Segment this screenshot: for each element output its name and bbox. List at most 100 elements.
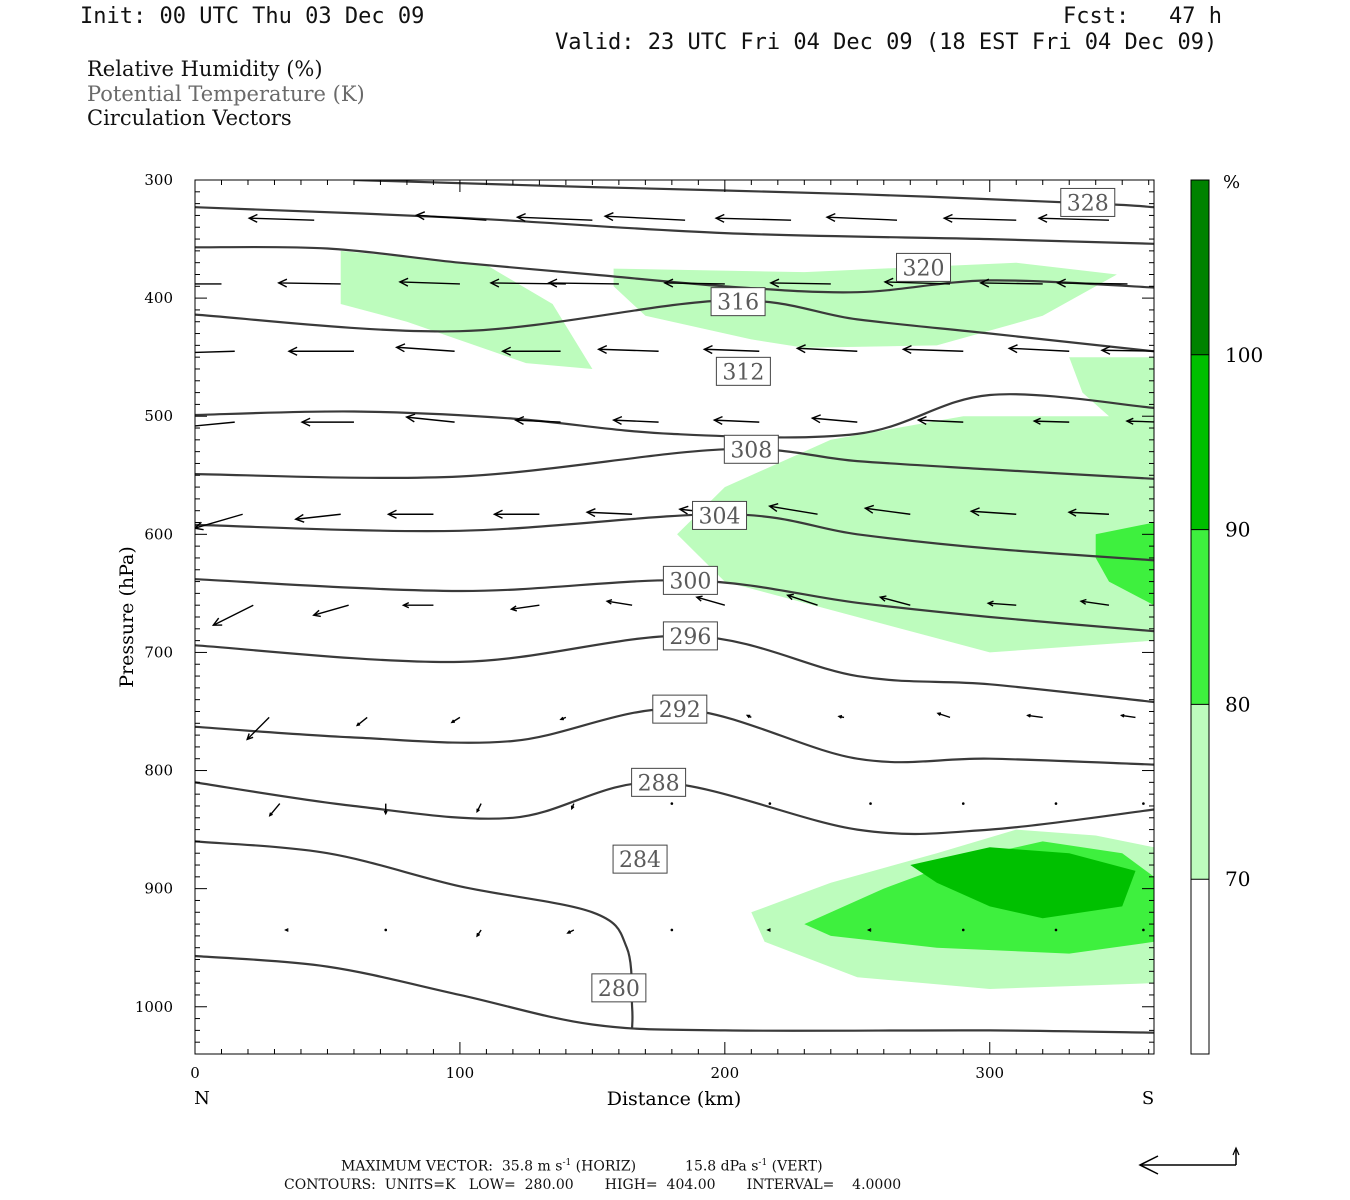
theta-label-box-300: [662, 565, 718, 595]
vector-43: [585, 508, 633, 518]
max-horiz-sup: -1: [562, 1158, 572, 1168]
vector-25: [795, 344, 858, 354]
vector-42: [492, 509, 540, 519]
vector-19: [195, 350, 235, 354]
vector-72: [570, 803, 575, 811]
vector-23: [596, 344, 659, 355]
vector-36: [916, 415, 964, 426]
vector-12: [489, 278, 566, 288]
colorbar-seg-3: [1191, 704, 1209, 880]
theta-label-320: 320: [903, 256, 945, 281]
vector-16: [883, 277, 951, 287]
theta-label-308: 308: [730, 438, 772, 463]
vector-51: [401, 601, 434, 609]
theta-label-328: 328: [1067, 191, 1109, 216]
theta-label-box-284: [612, 844, 668, 874]
theta-label-box-280: [591, 973, 647, 1003]
theta-contour-284: [195, 840, 634, 1029]
y-tick-label-400: 400: [144, 289, 173, 307]
vector-40: [294, 513, 341, 523]
theta-contour-328: [353, 180, 1154, 209]
vector-22: [501, 346, 561, 356]
rh-region-80-3: [1095, 522, 1154, 606]
init-time: Init: 00 UTC Thu 03 Dec 09: [80, 4, 425, 29]
forecast-hour: Fcst: 47 h: [1063, 4, 1222, 29]
vector-62: [559, 716, 567, 721]
y-axis-label: Pressure (hPa): [116, 546, 138, 688]
y-tick-label-300: 300: [144, 171, 173, 189]
vector-18: [1055, 278, 1128, 288]
theta-label-316: 316: [717, 291, 759, 316]
x-tick-label-0: 0: [190, 1064, 200, 1082]
vector-30: [300, 417, 354, 427]
theta-label-292: 292: [659, 698, 701, 723]
vector-6: [825, 212, 898, 223]
vector-3: [515, 212, 593, 223]
vector-37: [1032, 417, 1070, 425]
y-tick-label-900: 900: [144, 880, 173, 898]
colorbar-unit: %: [1223, 172, 1240, 193]
vector-4: [603, 212, 686, 222]
vector-77: [1054, 802, 1058, 805]
y-tick-label-600: 600: [144, 525, 173, 543]
max-horiz-value: 35.8 m s: [501, 1158, 563, 1175]
theta-label-box-312: [715, 356, 771, 386]
vector-75: [869, 802, 872, 805]
x-axis-label: Distance (km): [607, 1088, 742, 1110]
vector-50: [312, 604, 349, 618]
vector-86: [961, 928, 965, 932]
vector-88: [1142, 928, 1145, 932]
colorbar-seg-2: [1191, 529, 1209, 705]
vector-84: [766, 928, 771, 932]
vector-layer: [195, 211, 1154, 938]
vector-7: [942, 213, 1017, 223]
theta-label-284: 284: [619, 848, 661, 873]
vector-20: [287, 346, 354, 356]
field-label-rh: Relative Humidity (%): [87, 57, 323, 81]
field-label-theta: Potential Temperature (K): [87, 82, 365, 106]
vector-17: [979, 278, 1043, 288]
theta-contour-312: [195, 393, 1154, 439]
vector-53: [605, 599, 633, 606]
vector-70: [383, 803, 388, 816]
theta-label-box-320: [896, 252, 952, 282]
vector-27: [1007, 344, 1070, 354]
vector-59: [246, 716, 270, 741]
vector-38: [1125, 417, 1154, 425]
vector-48: [1067, 508, 1109, 517]
vector-41: [386, 509, 434, 519]
colorbar: 100 90 80 70%: [1190, 172, 1263, 1055]
vector-24: [702, 344, 760, 355]
vector-55: [786, 593, 818, 606]
vector-47: [969, 507, 1017, 517]
rh-region-90-6: [910, 847, 1136, 919]
theta-label-box-292: [652, 694, 708, 724]
vector-80: [384, 928, 388, 932]
theta-label-304: 304: [699, 504, 741, 529]
vector-87: [1054, 928, 1058, 932]
theta-label-box-296: [662, 621, 718, 651]
max-horiz-unit: (HORIZ): [575, 1158, 637, 1175]
theta-contour-280: [195, 954, 1154, 1034]
x-tick-label-100: 100: [446, 1064, 475, 1082]
vector-52: [509, 604, 540, 612]
colorbar-seg-0: [1191, 180, 1209, 355]
endpoint-right: S: [1142, 1088, 1154, 1109]
vector-64: [745, 714, 752, 719]
vector-78: [1142, 802, 1145, 805]
y-tick-label-800: 800: [144, 762, 173, 780]
colorbar-seg-1: [1191, 354, 1209, 530]
vector-79: [284, 928, 289, 932]
max-vert-unit: (VERT): [771, 1158, 823, 1175]
vector-73: [670, 802, 674, 805]
vector-68: [1119, 713, 1136, 719]
vector-34: [712, 415, 760, 426]
max-vector-label: MAXIMUM VECTOR:: [341, 1158, 493, 1175]
max-vert-sup: -1: [758, 1158, 768, 1168]
theta-contour-296: [195, 634, 1154, 704]
colorbar-label-90: 90: [1225, 518, 1250, 542]
theta-contour-324: [195, 206, 1154, 245]
theta-label-box-316: [710, 287, 766, 317]
theta-label-box-328: [1060, 187, 1116, 217]
